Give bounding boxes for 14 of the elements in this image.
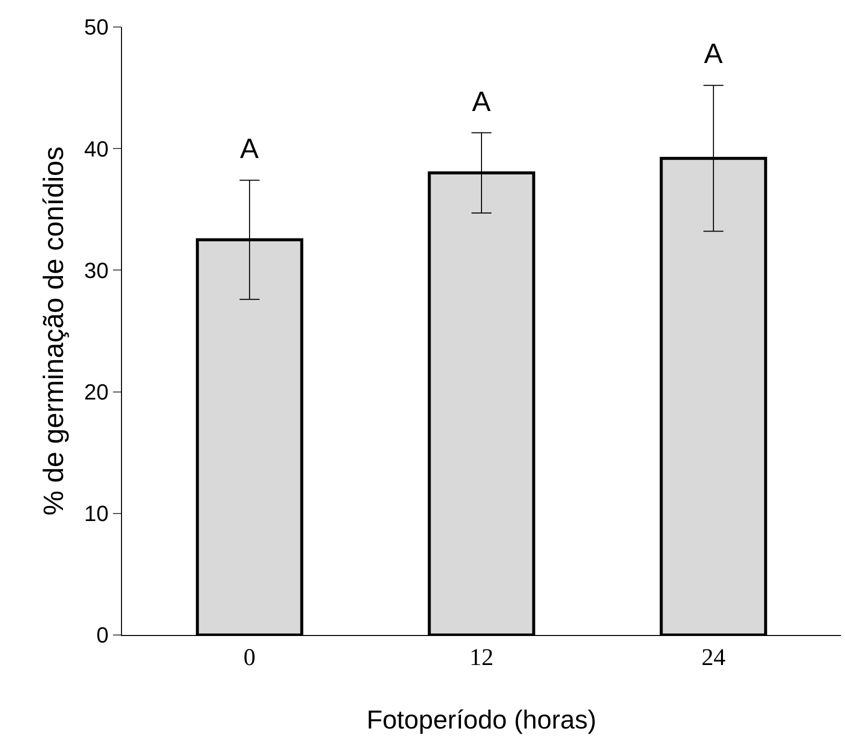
y-tick-label: 10	[84, 501, 109, 526]
y-tick-label: 30	[84, 258, 109, 283]
x-axis-title: Fotoperíodo (horas)	[366, 704, 596, 734]
x-tick-label: 24	[701, 644, 726, 671]
y-tick-label: 0	[96, 622, 109, 648]
x-tick-label: 12	[470, 644, 494, 671]
y-tick-label: 50	[84, 14, 109, 40]
annotation: A	[472, 86, 491, 117]
x-tick-label: 0	[244, 644, 256, 671]
annotation: A	[240, 133, 259, 164]
annotation: A	[704, 38, 723, 69]
y-tick-label: 40	[84, 136, 109, 162]
y-tick-label: 20	[84, 380, 109, 404]
y-axis-title: % de germinação de conídios	[38, 146, 69, 516]
